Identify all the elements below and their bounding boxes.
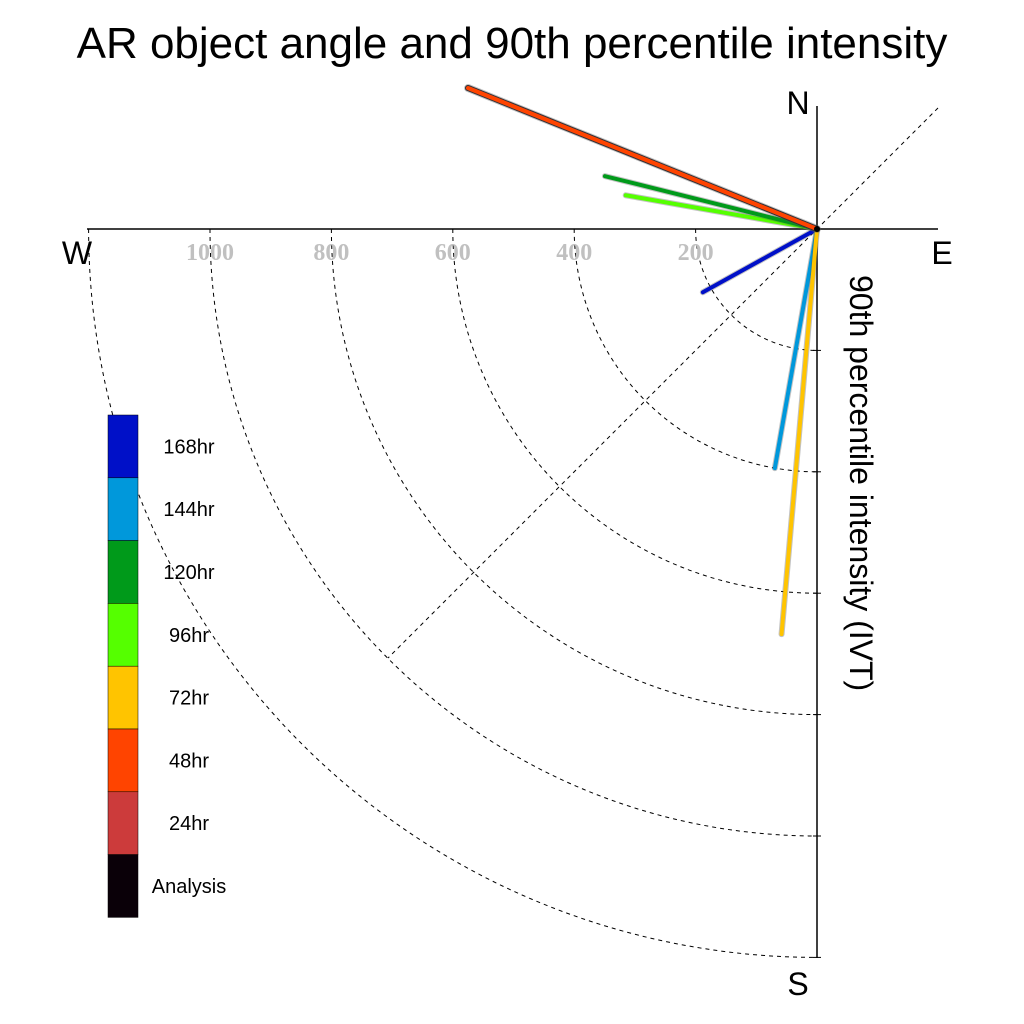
legend-label: 168hr [163,436,214,458]
legend-label: 120hr [163,562,214,584]
series-vector-48hr [466,86,819,231]
legend-swatch [107,791,139,855]
grid-ring [88,228,818,958]
y-axis-label: 90th percentile intensity (IVT) [843,275,879,691]
legend-label: 24hr [169,813,209,835]
tick-label: 200 [678,240,714,266]
legend-swatch [107,665,139,730]
series-vector-96hr [623,193,819,231]
grid-ring [330,228,818,716]
tick-label: 400 [556,240,592,266]
tick-label: 1000 [186,240,234,266]
compass-south: S [787,966,808,1002]
legend-swatch [107,854,139,918]
legend-swatch [107,728,139,793]
legend-label: 144hr [163,499,214,521]
legend-swatch [107,477,139,541]
tick-label: 600 [435,240,471,266]
compass-north: N [786,85,809,121]
series-vector-168hr [700,227,819,295]
compass-west: W [62,235,93,271]
legend-label: 48hr [169,750,209,772]
tick-label: 800 [313,240,349,266]
legend-swatch [107,603,139,667]
origin-dot [814,226,820,232]
series-vector-120hr [602,174,819,231]
series-vectors [464,84,821,638]
legend-label: Analysis [152,876,226,898]
grid-diagonal [387,107,939,659]
legend-swatch [107,414,139,479]
legend: 168hr 144hr 120hr 96hr 72hr 48hr 24hr Analysis [107,414,226,918]
grid-ring [209,228,818,837]
legend-swatch [107,540,139,604]
legend-label: 96hr [169,625,209,647]
radial-tick-labels: 200 400 600 800 1000 [186,240,714,266]
legend-label: 72hr [169,688,209,710]
compass-east: E [931,235,952,271]
grid-ring [695,228,818,351]
series-vector-144hr [772,227,819,471]
chart-title: AR object angle and 90th percentile inte… [77,19,948,68]
series-vector-72hr [779,227,819,637]
